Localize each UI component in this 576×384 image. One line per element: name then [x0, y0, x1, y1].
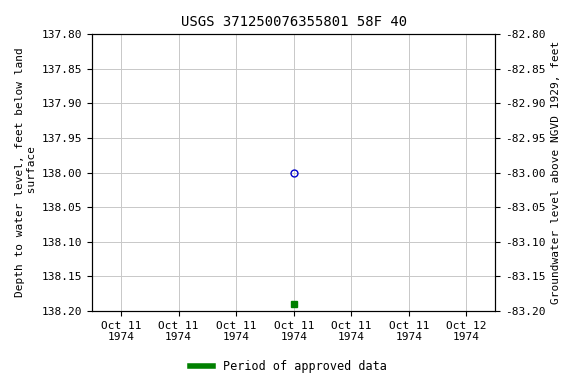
Title: USGS 371250076355801 58F 40: USGS 371250076355801 58F 40 [181, 15, 407, 29]
Y-axis label: Depth to water level, feet below land
 surface: Depth to water level, feet below land su… [15, 48, 37, 298]
Legend: Period of approved data: Period of approved data [185, 356, 391, 378]
Y-axis label: Groundwater level above NGVD 1929, feet: Groundwater level above NGVD 1929, feet [551, 41, 561, 304]
